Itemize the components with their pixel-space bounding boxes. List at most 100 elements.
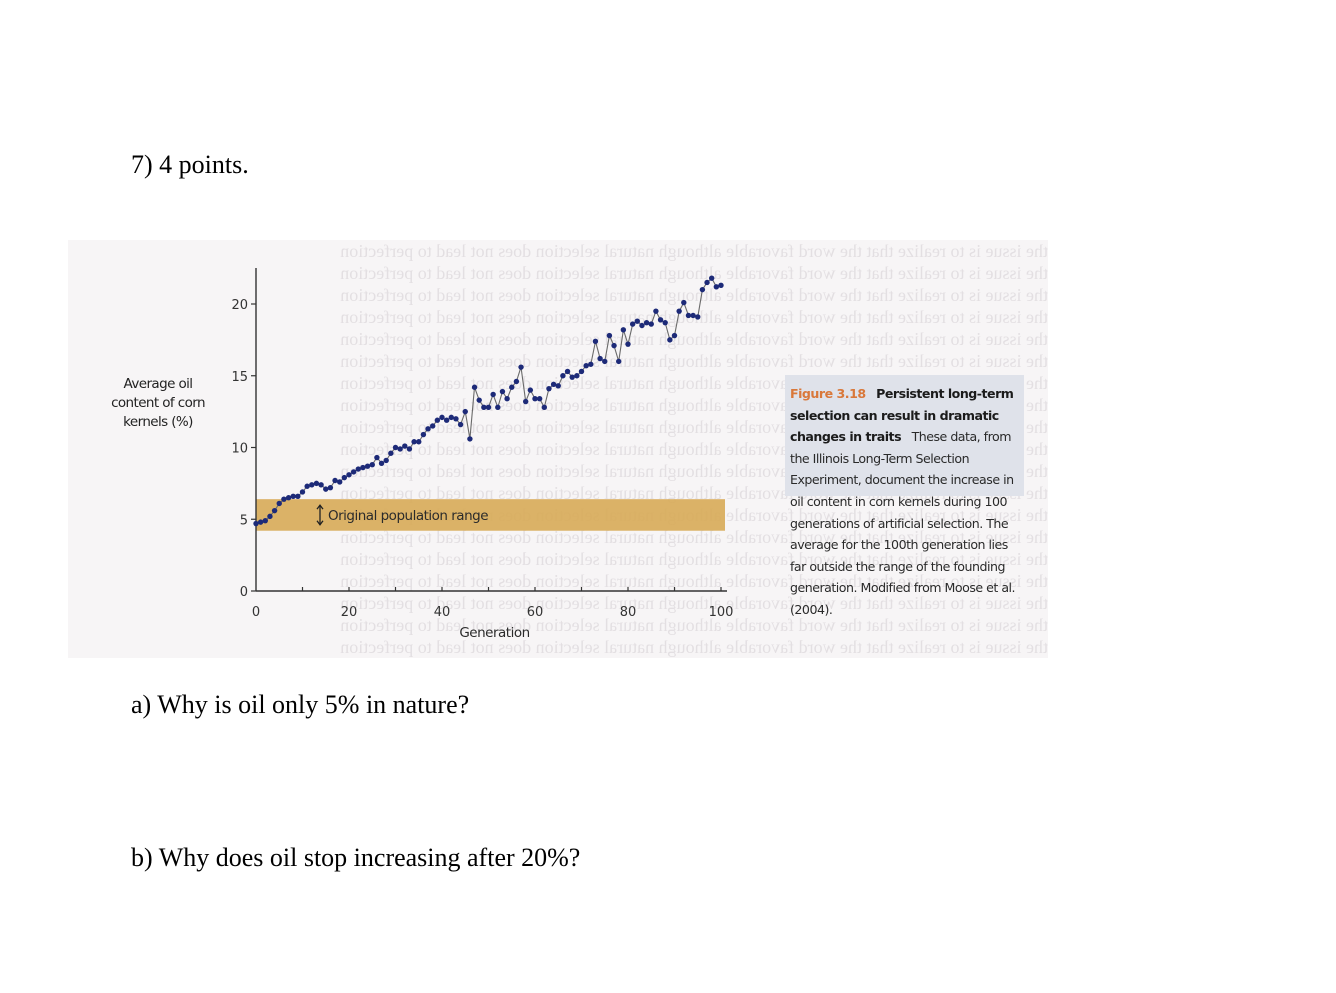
data-point xyxy=(685,312,692,319)
data-point xyxy=(676,308,682,314)
data-point xyxy=(262,517,268,524)
data-point xyxy=(476,397,482,403)
data-point xyxy=(360,464,366,471)
question-part-b: b) Why does oil stop increasing after 20… xyxy=(131,843,581,872)
figure-caption: Figure 3.18 Persistent long-term selecti… xyxy=(790,383,1022,621)
figure-title: Persistent long-term selection can resul… xyxy=(790,386,1014,445)
data-point xyxy=(569,374,575,380)
data-point xyxy=(564,368,571,375)
data-point xyxy=(671,332,678,339)
data-point xyxy=(639,322,645,329)
data-point xyxy=(555,383,561,389)
data-point xyxy=(346,472,352,478)
data-point xyxy=(430,423,436,429)
data-point xyxy=(541,404,547,411)
data-point xyxy=(709,275,715,281)
data-point xyxy=(653,308,659,314)
data-point xyxy=(550,381,557,388)
band-label: Original population range xyxy=(328,508,488,524)
data-point xyxy=(662,319,668,326)
data-point xyxy=(620,327,627,333)
data-point xyxy=(681,299,687,306)
data-point xyxy=(313,480,320,487)
data-point xyxy=(499,388,506,395)
data-point xyxy=(355,466,361,472)
data-point xyxy=(485,404,492,411)
data-point xyxy=(629,321,636,327)
data-point xyxy=(523,398,529,405)
figure-number: Figure 3.18 xyxy=(790,386,866,401)
y-axis-label: Average oil content of corn kernels (%) xyxy=(111,376,205,430)
data-point xyxy=(425,426,431,432)
data-point xyxy=(695,314,701,320)
data-point xyxy=(625,341,631,347)
data-point xyxy=(350,469,357,475)
data-point xyxy=(443,417,450,423)
data-point xyxy=(416,439,422,445)
y-tick-label: 10 xyxy=(231,442,248,457)
arrow-up-icon xyxy=(316,504,324,510)
data-point xyxy=(657,317,664,323)
data-point xyxy=(704,279,710,286)
data-point xyxy=(667,337,673,343)
data-point xyxy=(504,396,510,402)
data-point xyxy=(643,319,650,326)
data-point xyxy=(285,495,292,501)
data-point xyxy=(276,500,282,507)
data-point xyxy=(257,519,264,525)
data-point xyxy=(490,391,496,398)
data-point xyxy=(271,507,278,514)
data-point xyxy=(718,282,724,289)
data-point xyxy=(509,384,515,390)
data-point xyxy=(457,421,464,428)
data-point xyxy=(583,363,589,369)
data-point xyxy=(309,482,315,488)
data-point xyxy=(467,436,473,442)
y-tick-label: 5 xyxy=(240,513,248,528)
figure-caption-body: These data, from the Illinois Long-Term … xyxy=(790,429,1016,617)
caption-background xyxy=(785,375,1024,496)
data-point xyxy=(699,286,706,293)
data-point xyxy=(388,450,394,456)
data-point xyxy=(267,513,273,520)
data-point xyxy=(411,439,417,445)
data-point xyxy=(536,396,543,402)
data-point xyxy=(532,396,538,402)
data-point xyxy=(592,338,599,345)
data-point xyxy=(606,332,613,339)
data-point xyxy=(713,284,720,290)
data-point xyxy=(299,489,306,495)
data-point xyxy=(304,483,310,489)
data-point xyxy=(448,414,454,421)
data-point xyxy=(434,417,441,423)
original-range-band xyxy=(256,499,725,531)
question-part-a: a) Why is oil only 5% in nature? xyxy=(131,690,470,719)
x-tick-label: 20 xyxy=(341,605,358,620)
data-point xyxy=(597,355,603,362)
data-point xyxy=(290,493,296,499)
question-title: 7) 4 points. xyxy=(131,150,249,179)
data-point xyxy=(690,312,696,319)
data-point xyxy=(406,446,413,452)
data-point xyxy=(378,460,385,466)
data-point xyxy=(546,385,552,392)
data-point xyxy=(327,484,334,491)
data-point xyxy=(341,474,348,481)
x-tick-label: 0 xyxy=(252,605,260,620)
y-tick-label: 15 xyxy=(231,370,248,385)
x-tick-label: 80 xyxy=(620,605,637,620)
data-point xyxy=(560,373,566,379)
data-point xyxy=(527,387,534,393)
data-point xyxy=(374,454,380,461)
data-point xyxy=(518,364,524,370)
data-point xyxy=(295,493,301,499)
data-point xyxy=(495,404,501,411)
oil-content-chart: Original population range 0 5 10 15 20 0 20 40 60… xyxy=(231,268,733,641)
data-point xyxy=(281,496,287,502)
data-point xyxy=(369,462,375,468)
data-point xyxy=(588,361,594,367)
data-point xyxy=(481,404,487,411)
data-point xyxy=(397,446,403,452)
x-tick-label: 60 xyxy=(527,605,544,620)
data-point xyxy=(253,520,259,527)
